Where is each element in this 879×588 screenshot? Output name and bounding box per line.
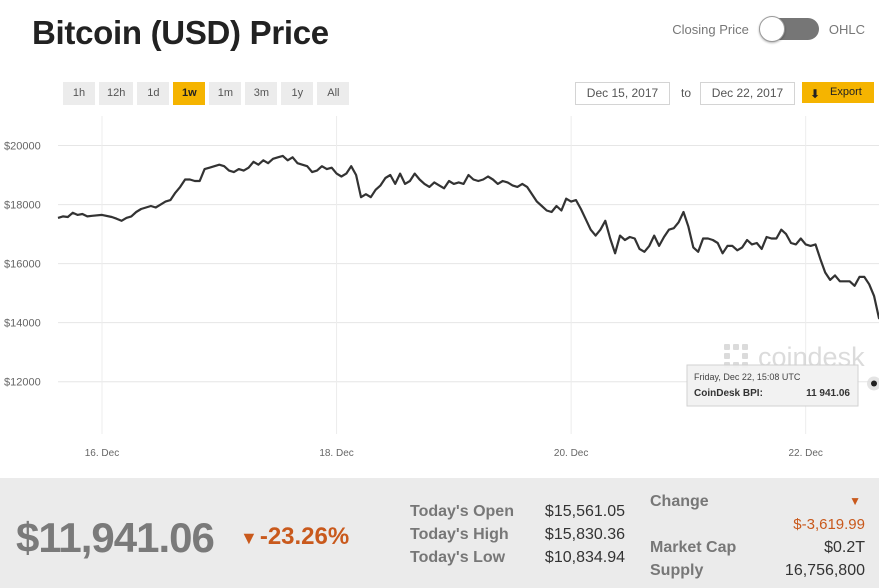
stats-footer: $11,941.06 ▼-23.26% Today's Open $15,561… <box>0 478 879 588</box>
supply-label: Supply <box>650 562 704 579</box>
closing-price-label: Closing Price <box>672 21 749 37</box>
page-title: Bitcoin (USD) Price <box>32 14 329 51</box>
ohlc-label: OHLC <box>828 21 865 37</box>
x-tick-label: 16. Dec <box>85 448 119 459</box>
change-label: Change <box>650 493 709 510</box>
range-button-1d[interactable]: 1d <box>137 82 170 105</box>
todays-high-value: $15,830.36 <box>544 526 625 543</box>
y-tick-label: $16000 <box>4 259 41 271</box>
change-down-triangle-icon: ▼ <box>849 494 861 508</box>
date-range-separator: to <box>681 86 692 100</box>
todays-high-label: Today's High <box>410 526 509 543</box>
current-price: $11,941.06 <box>16 514 215 561</box>
price-series-line <box>57 154 879 320</box>
range-button-1m[interactable]: 1m <box>209 82 242 105</box>
range-button-12h[interactable]: 12h <box>99 82 134 105</box>
market-cap-label: Market Cap <box>650 539 737 556</box>
range-button-1h[interactable]: 1h <box>63 82 95 105</box>
y-axis-ticks: $12000 $14000 $16000 $18000 $20000 <box>4 141 41 389</box>
x-tick-label: 22. Dec <box>788 448 822 459</box>
toggle-knob[interactable] <box>758 16 785 42</box>
change-percent-value: -23.26% <box>259 523 350 550</box>
todays-low-value: $10,834.94 <box>544 549 625 566</box>
x-axis-ticks: 16. Dec 18. Dec 20. Dec 22. Dec <box>85 448 823 459</box>
supply-value: 16,756,800 <box>784 562 865 579</box>
y-tick-label: $14000 <box>4 318 41 330</box>
todays-open-label: Today's Open <box>410 503 514 520</box>
y-tick-label: $20000 <box>4 141 41 153</box>
tooltip-date: Friday, Dec 22, 15:08 UTC <box>694 372 801 382</box>
y-tick-label: $18000 <box>4 200 41 212</box>
range-button-all[interactable]: All <box>317 82 350 105</box>
todays-open-value: $15,561.05 <box>544 503 625 520</box>
last-data-point <box>871 380 877 387</box>
export-button[interactable]: ⬇ Export <box>802 82 874 103</box>
export-label: Export <box>830 86 862 98</box>
x-tick-label: 18. Dec <box>319 448 353 459</box>
todays-low-label: Today's Low <box>410 549 506 566</box>
chart-tooltip: Friday, Dec 22, 15:08 UTC CoinDesk BPI: … <box>686 364 859 407</box>
range-selector: 1h 12h 1d 1w 1m 3m 1y All <box>63 82 350 105</box>
tooltip-value: 11 941.06 <box>806 388 850 399</box>
range-button-1y[interactable]: 1y <box>281 82 314 105</box>
down-triangle-icon: ▼ <box>240 528 258 548</box>
tooltip-label: CoinDesk BPI: <box>694 388 763 399</box>
y-tick-label: $12000 <box>4 377 41 389</box>
market-cap-value: $0.2T <box>824 539 865 556</box>
date-to-input[interactable]: Dec 22, 2017 <box>700 82 795 105</box>
price-chart[interactable]: $12000 $14000 $16000 $18000 $20000 16. Dec 18… <box>0 116 879 466</box>
date-from-input[interactable]: Dec 15, 2017 <box>575 82 670 105</box>
chart-mode-toggle-group: Closing Price OHLC <box>672 16 865 42</box>
price-change-percent: ▼-23.26% <box>240 523 349 551</box>
range-button-1w[interactable]: 1w <box>173 82 206 105</box>
coindesk-logo-icon <box>724 344 748 368</box>
x-tick-label: 20. Dec <box>554 448 588 459</box>
download-arrow-icon: ⬇ <box>810 87 821 101</box>
change-value: $-3,619.99 <box>793 516 865 533</box>
range-button-3m[interactable]: 3m <box>245 82 278 105</box>
ohlc-toggle-switch[interactable] <box>758 16 819 42</box>
